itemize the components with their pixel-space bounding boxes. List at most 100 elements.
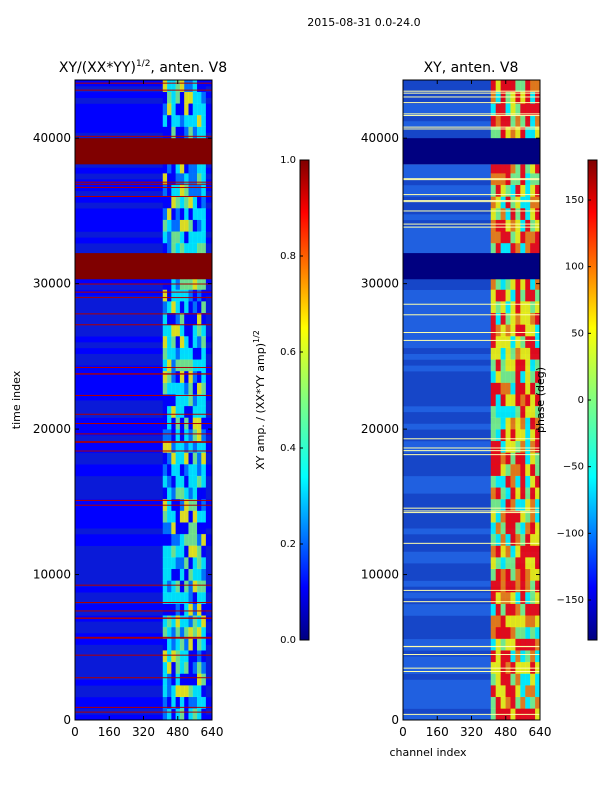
phase-time-stripe — [403, 592, 540, 599]
phase-active-cell — [530, 464, 536, 476]
amplitude-active-cell — [175, 638, 181, 651]
amplitude-colorbar: 0.0 0.2 0.4 0.6 0.8 1.0 XY amp. / (XX*YY amp)… — [252, 155, 310, 646]
amplitude-time-stripe — [75, 621, 212, 628]
phase-active-cell — [500, 91, 506, 104]
amplitude-active-cell — [201, 394, 206, 407]
amplitude-active-cell — [171, 522, 176, 535]
amplitude-active-cell — [179, 184, 185, 197]
phase-active-cell — [510, 592, 516, 604]
amplitude-active-cell — [192, 242, 198, 255]
amplitude-time-stripe — [75, 365, 212, 372]
phase-active-cell — [515, 487, 521, 500]
amplitude-ytick-label: 30000 — [33, 277, 71, 291]
amplitude-active-cell — [175, 475, 181, 488]
phase-active-cell — [515, 522, 521, 535]
amplitude-active-cell — [167, 650, 172, 663]
phase-active-cell — [510, 417, 516, 430]
phase-active-cell — [505, 336, 511, 348]
amplitude-active-cell — [188, 196, 194, 209]
amplitude-time-stripe — [75, 225, 212, 232]
amplitude-active-cell — [197, 289, 202, 302]
amplitude-active-cell — [192, 475, 198, 488]
phase-active-cell — [495, 219, 501, 232]
amplitude-active-cell — [175, 324, 181, 337]
phase-active-cell — [535, 359, 540, 372]
phase-active-cell — [525, 208, 531, 220]
amplitude-active-cell — [179, 173, 185, 186]
amplitude-active-cell — [162, 568, 168, 581]
phase-active-cell — [530, 522, 536, 535]
phase-time-stripe — [403, 493, 540, 500]
amplitude-active-cell — [184, 289, 189, 302]
phase-active-cell — [510, 370, 516, 383]
phase-active-cell — [520, 347, 526, 360]
amplitude-active-cell — [197, 394, 202, 407]
amplitude-active-cell — [162, 370, 168, 383]
amplitude-active-cell — [201, 173, 206, 186]
phase-active-cell — [515, 568, 521, 581]
phase-time-stripe — [403, 423, 540, 430]
amplitude-active-cell — [188, 173, 194, 186]
amplitude-time-stripe — [75, 592, 212, 599]
phase-active-cell — [525, 336, 531, 348]
amplitude-active-cell — [188, 440, 194, 453]
amplitude-active-cell — [201, 638, 206, 651]
phase-active-cell — [500, 161, 506, 174]
phase-time-stripe — [403, 446, 540, 453]
phase-time-stripe — [403, 376, 540, 384]
amplitude-active-cell — [179, 405, 185, 418]
amplitude-active-cell — [201, 370, 206, 383]
amplitude-active-cell — [171, 394, 176, 407]
amplitude-active-cell — [171, 626, 176, 639]
phase-time-stripe — [403, 632, 540, 640]
phase-active-cell — [490, 440, 496, 453]
amplitude-active-cell — [167, 440, 172, 453]
phase-active-cell — [495, 685, 501, 698]
amplitude-active-cell — [188, 359, 194, 372]
amplitude-active-cell — [201, 219, 206, 232]
phase-active-cell — [535, 336, 540, 348]
amplitude-active-cell — [184, 382, 189, 395]
amplitude-time-stripe — [75, 481, 212, 488]
amplitude-title-main: XY/(XX*YY) — [59, 60, 136, 76]
amplitude-flag-line — [75, 617, 212, 619]
amplitude-active-cell — [175, 173, 181, 186]
phase-active-cell — [490, 592, 496, 604]
amplitude-active-cell — [201, 242, 206, 255]
phase-active-cell — [495, 475, 501, 488]
phase-active-cell — [520, 568, 526, 581]
phase-active-cell — [525, 557, 531, 570]
phase-flag-line — [403, 102, 540, 104]
phase-active-cell — [495, 650, 501, 663]
phase-active-cell — [495, 184, 501, 197]
amplitude-active-cell — [184, 219, 189, 232]
phase-active-cell — [525, 231, 531, 244]
phase-time-stripe — [403, 400, 540, 407]
amplitude-active-cell — [192, 592, 198, 604]
phase-active-cell — [525, 510, 531, 523]
phase-wide-band — [403, 253, 540, 280]
phase-active-cell — [495, 126, 501, 139]
amplitude-time-stripe — [75, 376, 212, 384]
phase-active-cell — [500, 394, 506, 407]
phase-active-cell — [535, 580, 540, 593]
phase-active-cell — [535, 242, 540, 255]
amplitude-active-cell — [201, 184, 206, 197]
amplitude-axes: 0 160 320 480 640 0 10000 20000 30000 40000 — [33, 80, 223, 739]
phase-time-stripe — [403, 231, 540, 238]
amplitude-active-cell — [162, 80, 168, 92]
amplitude-active-cell — [201, 301, 206, 314]
amplitude-flag-line — [75, 450, 212, 452]
amplitude-active-cell — [175, 161, 181, 174]
amplitude-active-cell — [179, 336, 185, 348]
amplitude-active-cell — [184, 615, 189, 628]
phase-active-cell — [525, 301, 531, 314]
phase-active-cell — [520, 382, 526, 395]
phase-time-stripe — [403, 551, 540, 558]
amplitude-active-cell — [171, 324, 176, 337]
amplitude-active-cell — [175, 650, 181, 663]
phase-active-cell — [510, 498, 516, 511]
amplitude-time-stripe — [75, 277, 212, 285]
amplitude-time-stripe — [75, 690, 212, 698]
amplitude-active-cell — [167, 91, 172, 104]
